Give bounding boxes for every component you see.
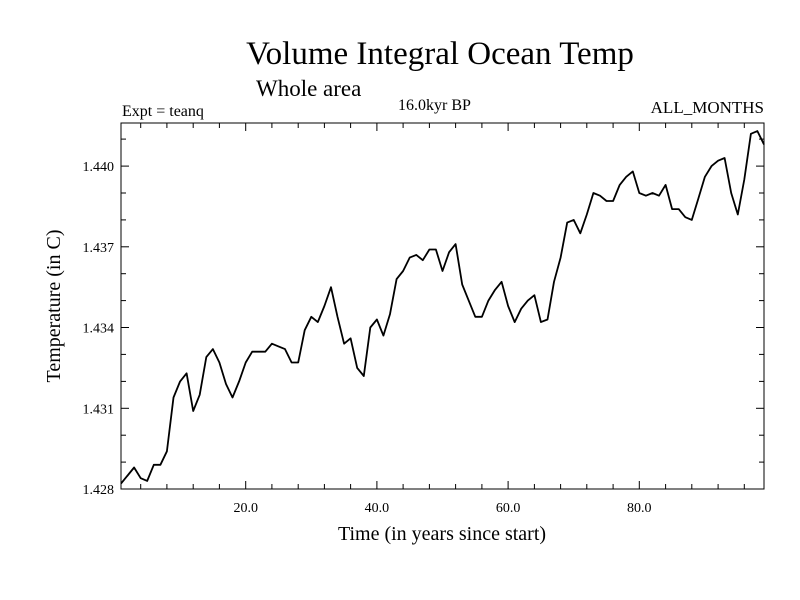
y-axis-ticks: 1.428 1.431 1.434 1.437 1.440 [83,138,764,498]
y-tick-label: 1.428 [83,483,115,498]
chart-title: Volume Integral Ocean Temp [246,36,634,72]
y-tick-label: 1.434 [83,322,115,337]
series-line [120,130,765,485]
x-axis-label: Time (in years since start) [338,523,546,545]
period-label: 16.0kyr BP [398,97,471,114]
plot-frame [120,122,765,490]
x-tick-label: 80.0 [627,501,652,516]
x-axis-ticks: 20.0 40.0 60.0 80.0 [140,123,745,516]
x-tick-label: 20.0 [233,501,258,516]
x-tick-label: 60.0 [496,501,521,516]
y-tick-label: 1.437 [83,241,115,256]
y-axis-label: Temperature (in C) [43,230,65,383]
y-tick-label: 1.431 [83,402,115,417]
x-tick-label: 40.0 [365,501,390,516]
experiment-label: Expt = teanq [122,103,204,120]
chart-subtitle: Whole area [256,76,362,101]
y-tick-label: 1.440 [83,160,115,175]
months-label: ALL_MONTHS [650,98,764,117]
